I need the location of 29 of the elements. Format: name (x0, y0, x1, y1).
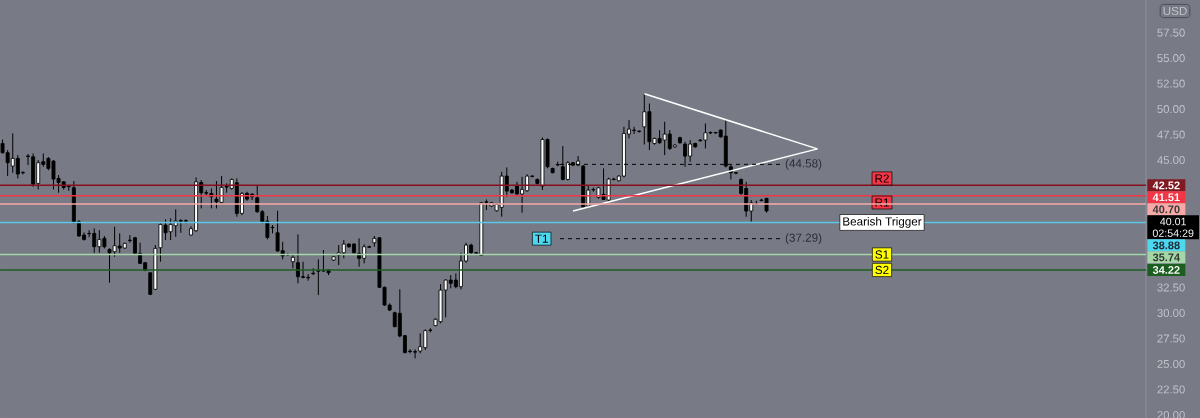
y-tick-label: 25.00 (1157, 359, 1185, 368)
y-tick-label: 22.50 (1157, 385, 1185, 394)
y-tick-label: 52.50 (1157, 79, 1185, 88)
y-tick-label: 50.00 (1157, 105, 1185, 114)
y-tick-label: 45.00 (1157, 156, 1185, 165)
ref-line-label: R2 (875, 174, 889, 183)
y-tick-label: 30.00 (1157, 308, 1185, 317)
ref-line-label: Bearish Trigger (843, 217, 922, 228)
text: 42.52 (1152, 181, 1180, 190)
ref-line-label: T1 (535, 234, 548, 243)
text: 35.74 (1152, 253, 1181, 262)
y-tick-label: 20.00 (1157, 410, 1185, 418)
text: 40.01 (1160, 217, 1186, 226)
text: 40.70 (1152, 205, 1180, 214)
annotation: (37.29) (785, 233, 822, 245)
y-tick-label: 47.50 (1157, 130, 1185, 139)
y-tick-label: 57.50 (1157, 28, 1185, 37)
y-tick-label: 32.50 (1157, 283, 1185, 292)
ref-line-label: S2 (875, 265, 889, 275)
y-tick-label: 55.00 (1157, 54, 1185, 63)
ref-line-label: S1 (875, 250, 889, 259)
text: 34.22 (1152, 266, 1180, 274)
text: USD (1163, 6, 1187, 16)
y-tick-label: 27.50 (1157, 334, 1185, 343)
annotation: (44.58) (785, 158, 822, 170)
text: 41.51 (1152, 193, 1180, 202)
ref-line-label: R1 (875, 198, 889, 207)
text: 38.88 (1152, 241, 1180, 250)
text: 02:54:29 (1152, 229, 1194, 237)
